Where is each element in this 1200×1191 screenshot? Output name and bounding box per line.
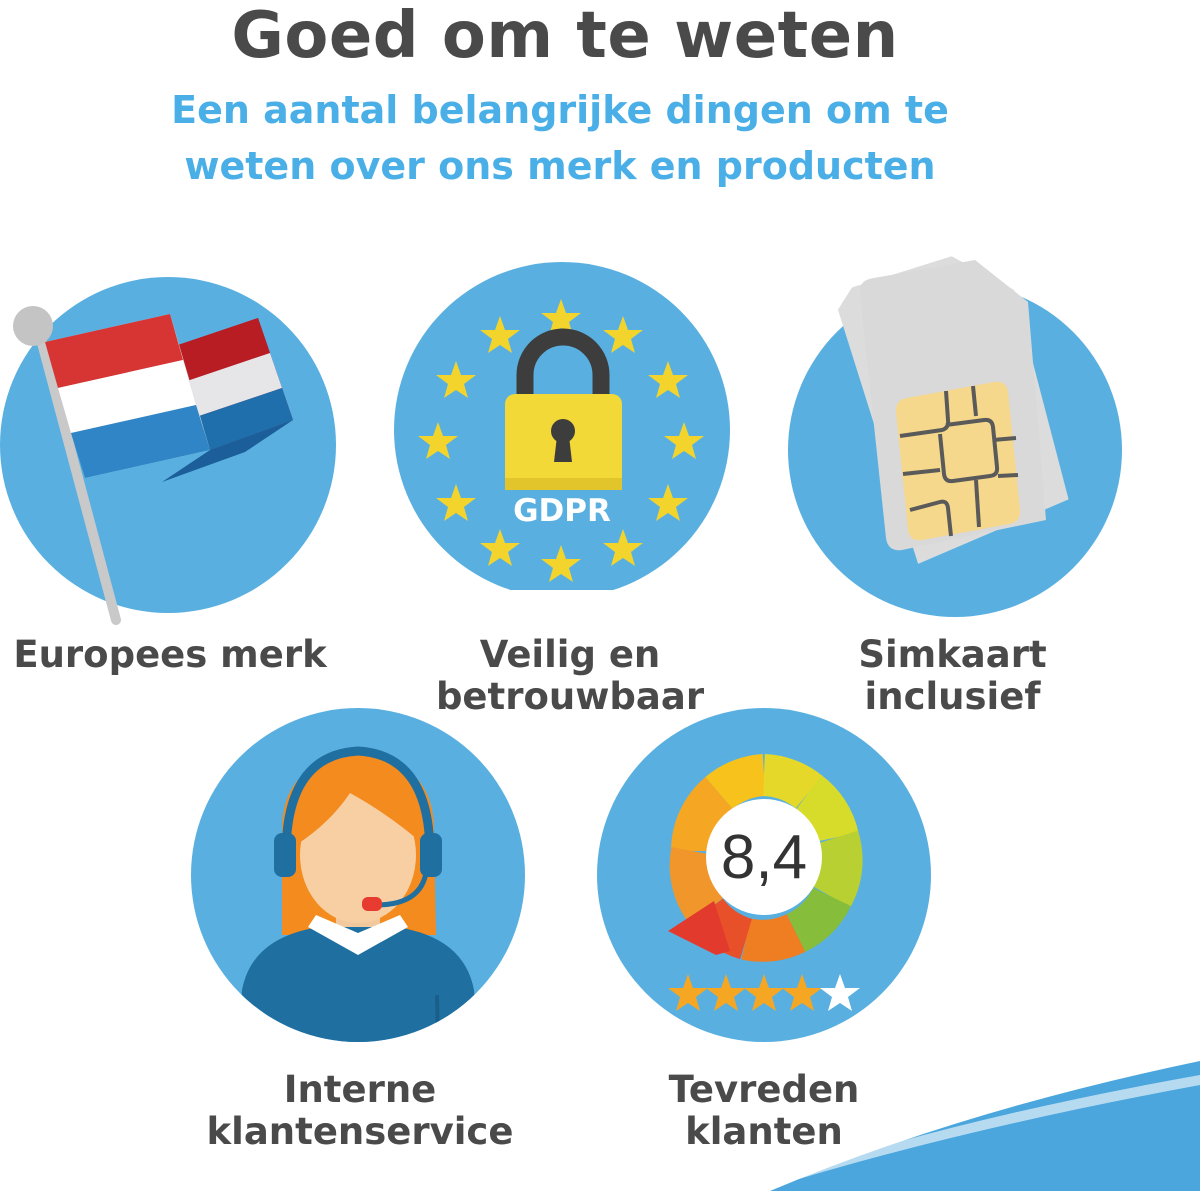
headset-agent-icon bbox=[191, 708, 525, 1042]
feature-label: Simkaart inclusief bbox=[780, 634, 1125, 718]
page-title: Goed om te weten bbox=[231, 0, 899, 73]
feature-secure-reliable: GDPR Veilig en betrouwbaar bbox=[390, 250, 730, 730]
feature-satisfied-customers: 8,4 Tevreden klanten bbox=[596, 705, 936, 1175]
sim-card-icon bbox=[788, 256, 1122, 617]
feature-label-line-1: Veilig en bbox=[479, 633, 661, 676]
feature-label-line-2: betrouwbaar bbox=[435, 675, 705, 718]
star-rating bbox=[668, 974, 860, 1011]
corner-swoosh-decoration bbox=[740, 1061, 1200, 1191]
eu-stars bbox=[418, 299, 704, 582]
flag-icon bbox=[0, 277, 336, 625]
subtitle-line-2: weten over ons merk en producten bbox=[184, 144, 936, 188]
feature-label-line-1: Simkaart bbox=[858, 633, 1047, 676]
feature-label-line-1: Interne bbox=[283, 1068, 437, 1111]
score-gauge bbox=[669, 754, 863, 962]
feature-label-line-2: klanten bbox=[685, 1110, 843, 1153]
feature-sim-included: Simkaart inclusief bbox=[780, 250, 1200, 730]
feature-label-line-1: Tevreden bbox=[668, 1068, 860, 1111]
feature-label: Tevreden klanten bbox=[596, 1069, 932, 1153]
feature-label: Europees merk bbox=[0, 634, 340, 676]
subtitle-line-1: Een aantal belangrijke dingen om te bbox=[171, 88, 949, 132]
rating-gauge-icon bbox=[597, 708, 931, 1042]
feature-label: Interne klantenservice bbox=[190, 1069, 530, 1153]
feature-label-line-2: inclusief bbox=[864, 675, 1041, 718]
feature-label: Veilig en betrouwbaar bbox=[390, 634, 750, 718]
feature-internal-support: Interne klantenservice bbox=[190, 705, 530, 1175]
page-subtitle: Een aantal belangrijke dingen om te wete… bbox=[100, 82, 1020, 194]
feature-label-line-2: klantenservice bbox=[206, 1110, 514, 1153]
score-value: 8,4 bbox=[720, 823, 808, 892]
feature-label-line-1: Europees merk bbox=[13, 633, 327, 676]
feature-european-brand: Europees merk bbox=[0, 250, 340, 690]
gdpr-badge-text: GDPR bbox=[513, 493, 611, 529]
gdpr-lock-badge bbox=[394, 262, 730, 590]
